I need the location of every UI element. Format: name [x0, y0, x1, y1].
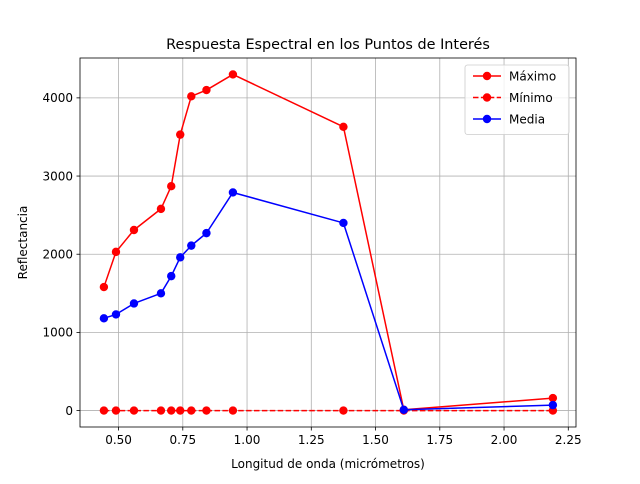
data-point: [99, 406, 109, 415]
legend-label: Mínimo: [509, 91, 553, 105]
data-point: [156, 406, 166, 415]
data-point: [129, 299, 139, 308]
y-axis-label: Reflectancia: [16, 206, 30, 280]
data-point: [187, 241, 196, 250]
x-tick-label: 1.00: [234, 433, 261, 447]
chart-title: Respuesta Espectral en los Puntos de Int…: [166, 37, 490, 53]
data-point: [176, 406, 185, 415]
data-point: [228, 70, 238, 79]
data-point: [228, 406, 238, 415]
data-point: [202, 228, 211, 238]
data-point: [339, 218, 348, 228]
data-point: [548, 400, 558, 410]
legend-marker: [482, 93, 492, 102]
y-tick-label: 1000: [42, 326, 73, 340]
data-point: [129, 225, 139, 235]
x-tick-label: 2.25: [555, 433, 582, 447]
series-line: [103, 73, 553, 411]
legend-label: Media: [509, 112, 545, 126]
plot-frame: [79, 57, 577, 428]
x-tick-label: 1.50: [362, 433, 389, 447]
x-tick-label: 1.25: [298, 433, 325, 447]
data-point: [548, 393, 558, 403]
legend: Máximo Mínimo Media: [464, 64, 570, 135]
legend-entry: Media: [473, 112, 545, 126]
data-point: [176, 253, 185, 262]
data-point: [167, 271, 176, 281]
data-point: [156, 204, 166, 214]
legend-marker: [482, 114, 492, 124]
legend-label: Máximo: [509, 69, 556, 83]
axis-ticks: 0.50 0.75 1.00 1.25 1.50 1.75 2.00 2.25 0 1000 200…: [42, 91, 581, 447]
data-point: [156, 289, 166, 298]
legend-box: [464, 64, 570, 135]
data-point: [339, 406, 348, 415]
y-tick-label: 0: [65, 404, 73, 418]
series-3: [99, 188, 558, 415]
data-point: [167, 182, 176, 191]
data-point: [99, 314, 109, 323]
data-point: [202, 406, 211, 415]
y-tick-label: 2000: [42, 248, 73, 262]
data-point: [111, 406, 121, 415]
data-point: [176, 130, 185, 139]
data-point: [111, 310, 121, 319]
x-tick-label: 1.75: [426, 433, 453, 447]
x-tick-label: 0.75: [169, 433, 196, 447]
grid-lines: [80, 58, 576, 427]
y-tick-label: 4000: [42, 91, 73, 105]
data-point: [99, 282, 109, 292]
data-point: [167, 406, 176, 415]
y-tick-label: 3000: [42, 169, 73, 183]
x-tick-label: 0.50: [105, 433, 132, 447]
data-point: [339, 122, 348, 131]
data-point: [228, 188, 238, 197]
data-point: [187, 92, 196, 101]
legend-entry: Máximo: [473, 69, 556, 83]
legend-marker: [482, 71, 492, 81]
legend-entry: Mínimo: [473, 91, 553, 105]
data-point: [399, 405, 409, 415]
data-series: [99, 70, 558, 415]
data-point: [111, 247, 121, 257]
data-point: [129, 406, 139, 415]
x-axis-label: Longitud de onda (micrómetros): [231, 457, 425, 471]
x-tick-label: 2.00: [491, 433, 518, 447]
data-point: [187, 406, 196, 415]
data-point: [202, 85, 211, 95]
